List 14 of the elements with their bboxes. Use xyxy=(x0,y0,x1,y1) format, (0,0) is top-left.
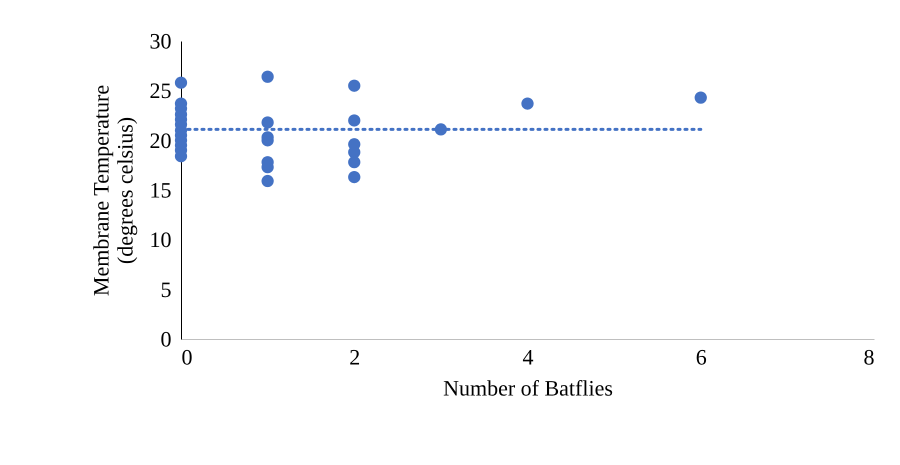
y-tick-label: 5 xyxy=(160,276,172,302)
y-tick-label: 30 xyxy=(150,28,172,54)
y-tick-label: 15 xyxy=(150,178,172,202)
y-tick-label: 10 xyxy=(150,227,172,252)
x-tick-label: 6 xyxy=(696,344,707,370)
x-tick-label: 0 xyxy=(182,344,192,370)
y-axis-title: Membrane Temperature (degrees celsius) xyxy=(88,84,138,296)
y-tick-label: 0 xyxy=(160,326,172,352)
x-tick-label: 8 xyxy=(864,344,874,370)
x-tick-label: 2 xyxy=(349,344,360,370)
x-tick-label: 4 xyxy=(522,344,534,370)
y-tick-label: 25 xyxy=(150,78,172,104)
y-tick-label: 20 xyxy=(150,128,172,153)
x-axis-title: Number of Batflies xyxy=(443,376,613,400)
